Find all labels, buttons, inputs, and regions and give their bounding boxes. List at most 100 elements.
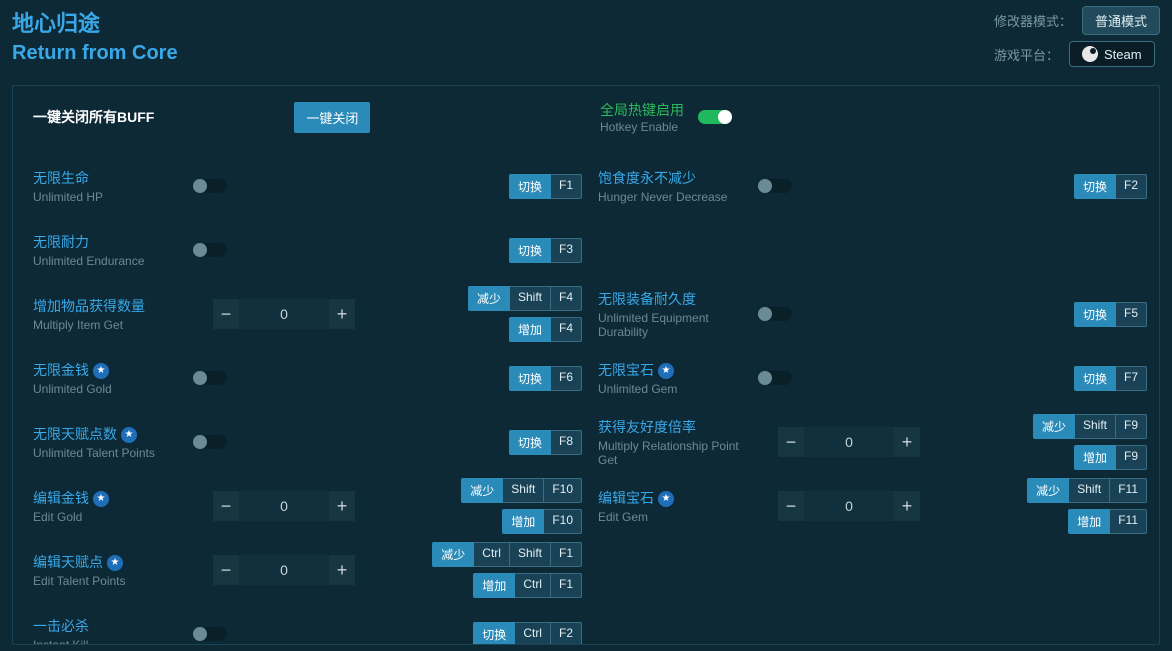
mode-button[interactable]: 普通模式 bbox=[1082, 6, 1160, 35]
option-label-en: Multiply Item Get bbox=[33, 318, 193, 332]
key-tag: 增加 bbox=[509, 317, 551, 342]
option-label-en: Unlimited Gem bbox=[598, 382, 758, 396]
decrease-button[interactable]: − bbox=[213, 491, 239, 521]
hotkey-display: 切换F2 bbox=[1074, 174, 1147, 199]
decrease-button[interactable]: − bbox=[213, 555, 239, 585]
hotkey-display: 切换F6 bbox=[509, 366, 582, 391]
key-tag: F3 bbox=[551, 238, 582, 263]
close-all-button[interactable]: 一键关闭 bbox=[294, 102, 370, 133]
star-icon: ★ bbox=[658, 363, 674, 379]
key-tag: 增加 bbox=[502, 509, 544, 534]
option-label-en: Unlimited Talent Points bbox=[33, 446, 193, 460]
decrease-button[interactable]: − bbox=[213, 299, 239, 329]
option-label-en: Unlimited Equipment Durability bbox=[598, 311, 758, 339]
option-toggle[interactable] bbox=[758, 371, 792, 385]
key-tag: Shift bbox=[503, 478, 544, 503]
key-tag: F8 bbox=[551, 430, 582, 455]
key-tag: 切换 bbox=[1074, 302, 1116, 327]
hotkey-display: 减少ShiftF10增加F10 bbox=[461, 478, 582, 534]
left-column: 无限生命Unlimited HP切换F1无限耐力Unlimited Endura… bbox=[33, 154, 582, 645]
key-tag: Shift bbox=[510, 542, 551, 567]
option-toggle[interactable] bbox=[193, 627, 227, 641]
options-panel: 一键关闭所有BUFF 一键关闭 全局热键启用 Hotkey Enable 无限生… bbox=[12, 85, 1160, 645]
option-label-en: Multiply Relationship Point Get bbox=[598, 439, 758, 467]
key-tag: Ctrl bbox=[515, 573, 551, 598]
hotkey-display: 切换CtrlF2 bbox=[473, 622, 582, 646]
option-toggle[interactable] bbox=[193, 243, 227, 257]
option-label-cn: 饱食度永不减少 bbox=[598, 168, 758, 188]
star-icon: ★ bbox=[121, 427, 137, 443]
option-row: 一击必杀Instant Kill切换CtrlF2 bbox=[33, 602, 582, 645]
hotkey-enable-en: Hotkey Enable bbox=[600, 120, 684, 134]
increase-button[interactable]: + bbox=[894, 491, 920, 521]
key-tag: F10 bbox=[544, 509, 582, 534]
right-column: 饱食度永不减少Hunger Never Decrease切换F2无限装备耐久度U… bbox=[598, 154, 1147, 645]
platform-button[interactable]: Steam bbox=[1069, 41, 1155, 67]
option-toggle[interactable] bbox=[193, 435, 227, 449]
key-tag: 减少 bbox=[432, 542, 474, 567]
hotkey-display: 减少ShiftF4增加F4 bbox=[468, 286, 582, 342]
key-tag: F6 bbox=[551, 366, 582, 391]
option-row: 无限天赋点数★ Unlimited Talent Points 切换F8 bbox=[33, 410, 582, 474]
value-input[interactable] bbox=[804, 491, 894, 521]
game-title-en: Return from Core bbox=[12, 42, 178, 65]
option-label-en: Instant Kill bbox=[33, 638, 193, 645]
option-row: 无限耐力Unlimited Endurance切换F3 bbox=[33, 218, 582, 282]
key-tag: 增加 bbox=[1068, 509, 1110, 534]
value-input[interactable] bbox=[804, 427, 894, 457]
mode-label: 修改器模式： bbox=[994, 11, 1072, 30]
increase-button[interactable]: + bbox=[894, 427, 920, 457]
hotkey-display: 切换F3 bbox=[509, 238, 582, 263]
option-toggle[interactable] bbox=[758, 307, 792, 321]
key-tag: F5 bbox=[1116, 302, 1147, 327]
increase-button[interactable]: + bbox=[329, 555, 355, 585]
option-label-cn: 获得友好度倍率 bbox=[598, 417, 758, 437]
option-label-cn: 编辑宝石★ bbox=[598, 488, 758, 508]
value-input[interactable] bbox=[239, 491, 329, 521]
key-tag: 减少 bbox=[1027, 478, 1069, 503]
option-label-cn: 无限装备耐久度 bbox=[598, 289, 758, 309]
decrease-button[interactable]: − bbox=[778, 427, 804, 457]
hotkey-display: 切换F8 bbox=[509, 430, 582, 455]
option-label-cn: 增加物品获得数量 bbox=[33, 296, 193, 316]
value-input[interactable] bbox=[239, 299, 329, 329]
option-label-en: Edit Talent Points bbox=[33, 574, 193, 588]
increase-button[interactable]: + bbox=[329, 299, 355, 329]
key-tag: 减少 bbox=[468, 286, 510, 311]
option-label-cn: 无限宝石★ bbox=[598, 360, 758, 380]
option-row: 无限金钱★ Unlimited Gold 切换F6 bbox=[33, 346, 582, 410]
value-input[interactable] bbox=[239, 555, 329, 585]
option-row: 无限生命Unlimited HP切换F1 bbox=[33, 154, 582, 218]
option-label-en: Edit Gem bbox=[598, 510, 758, 524]
option-row: 编辑金钱★Edit Gold−+减少ShiftF10增加F10 bbox=[33, 474, 582, 538]
option-label-en: Hunger Never Decrease bbox=[598, 190, 758, 204]
option-toggle[interactable] bbox=[193, 179, 227, 193]
option-label-cn: 编辑金钱★ bbox=[33, 488, 193, 508]
option-row: 无限宝石★Unlimited Gem切换F7 bbox=[598, 346, 1147, 410]
hotkey-enable-toggle[interactable] bbox=[698, 110, 732, 124]
option-label-cn: 无限天赋点数★ bbox=[33, 424, 193, 444]
option-label-en: Unlimited Gold bbox=[33, 382, 193, 396]
option-toggle[interactable] bbox=[758, 179, 792, 193]
key-tag: Shift bbox=[1075, 414, 1116, 439]
star-icon: ★ bbox=[658, 491, 674, 507]
option-toggle[interactable] bbox=[193, 371, 227, 385]
key-tag: 切换 bbox=[473, 622, 515, 646]
option-row: 获得友好度倍率Multiply Relationship Point Get− +… bbox=[598, 410, 1147, 474]
key-tag: 切换 bbox=[509, 174, 551, 199]
platform-label: 游戏平台： bbox=[994, 45, 1059, 64]
key-tag: F1 bbox=[551, 174, 582, 199]
option-label-en: Unlimited HP bbox=[33, 190, 193, 204]
key-tag: F2 bbox=[551, 622, 582, 646]
option-label-cn: 无限金钱★ bbox=[33, 360, 193, 380]
increase-button[interactable]: + bbox=[329, 491, 355, 521]
steam-icon bbox=[1082, 46, 1098, 62]
key-tag: 增加 bbox=[473, 573, 515, 598]
option-row: 编辑天赋点★Edit Talent Points−+减少CtrlShiftF1增… bbox=[33, 538, 582, 602]
option-label-cn: 无限耐力 bbox=[33, 232, 193, 252]
key-tag: F2 bbox=[1116, 174, 1147, 199]
key-tag: F11 bbox=[1110, 509, 1147, 534]
star-icon: ★ bbox=[107, 555, 123, 571]
key-tag: F1 bbox=[551, 542, 582, 567]
decrease-button[interactable]: − bbox=[778, 491, 804, 521]
